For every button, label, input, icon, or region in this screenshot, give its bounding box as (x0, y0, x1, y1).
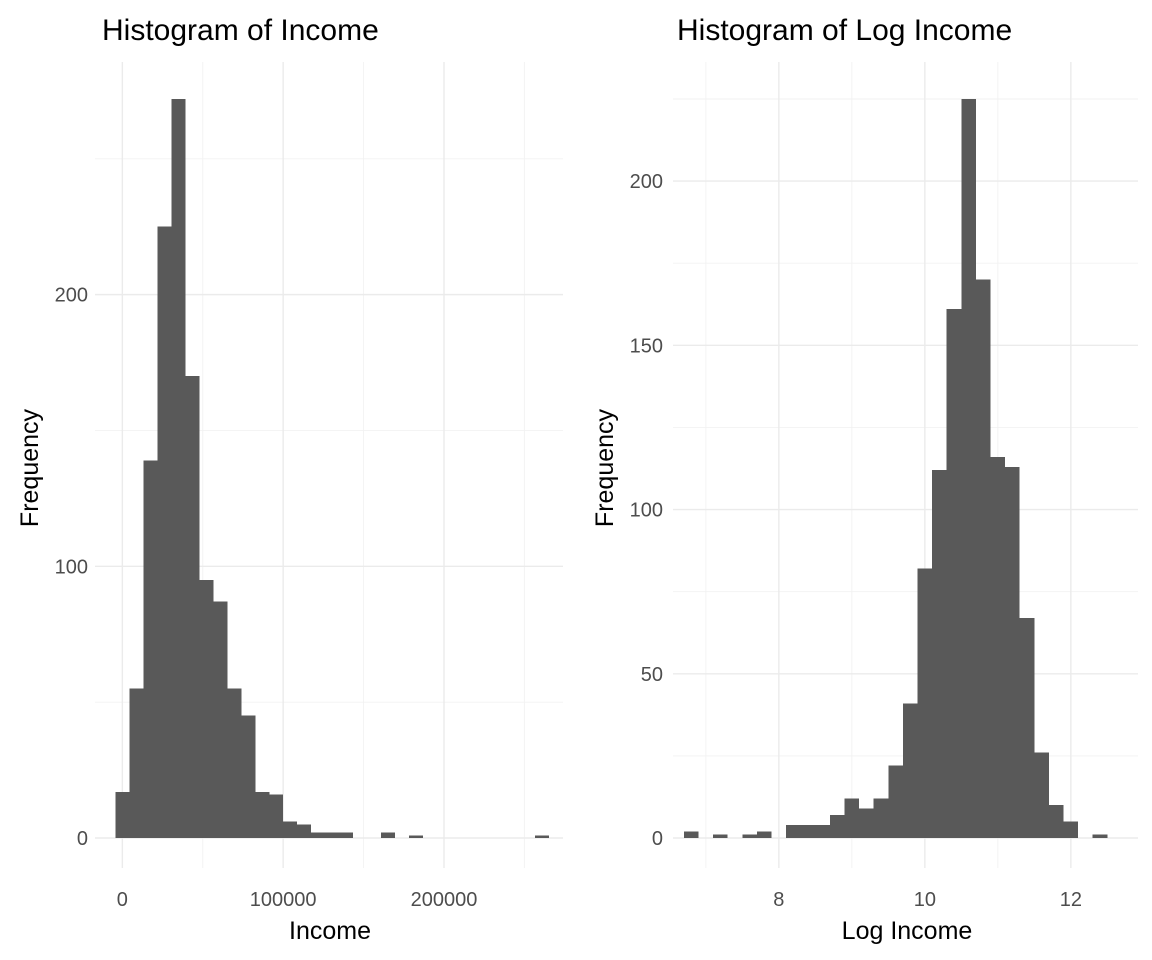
y-tick-label: 200 (55, 285, 88, 307)
histogram-bar-log-income (888, 765, 903, 838)
histogram-bar-income (325, 832, 340, 838)
x-axis-label-log-income: Log Income (842, 917, 973, 945)
histogram-bar-log-income (1034, 752, 1049, 838)
histogram-bar-log-income (961, 99, 976, 838)
histogram-bar-income (171, 99, 186, 838)
histogram-bar-income (409, 835, 424, 838)
log-income-plot-area: 0 50 100 150 200 8 10 12 (630, 62, 1138, 911)
histogram-bar-income (213, 601, 228, 838)
y-tick-label: 200 (630, 171, 663, 193)
histogram-bar-log-income (756, 831, 772, 838)
histogram-bar-log-income (1092, 834, 1108, 838)
x-tick-label: 8 (773, 889, 784, 911)
histogram-bar-log-income (1019, 617, 1035, 838)
histogram-bar-log-income (800, 824, 816, 838)
histogram-bar-income (269, 794, 284, 838)
y-tick-label: 0 (652, 828, 663, 850)
histogram-bar-income (227, 688, 242, 838)
y-axis-label-log-income: Frequency (591, 408, 619, 527)
income-histogram-panel: Histogram of Income 0 100 200 0 100000 200000… (16, 14, 563, 945)
histogram-bar-log-income (683, 831, 699, 838)
income-plot-area: 0 100 200 0 100000 200000 (55, 62, 563, 911)
histogram-bar-income (241, 715, 256, 838)
histogram-bar-income (129, 688, 144, 838)
histogram-bar-log-income (742, 834, 757, 838)
histogram-bar-log-income (917, 568, 933, 838)
histogram-bar-income (143, 460, 158, 838)
histogram-bar-income (185, 376, 200, 838)
histogram-bar-income (157, 226, 172, 839)
histogram-bar-income (339, 832, 354, 838)
histogram-bar-log-income (902, 703, 918, 838)
histogram-bar-log-income (713, 834, 728, 838)
x-tick-label: 0 (117, 889, 128, 911)
histogram-bar-log-income (975, 279, 991, 839)
histogram-bar-income (115, 791, 130, 838)
y-tick-label: 100 (630, 500, 663, 522)
histogram-bar-log-income (859, 808, 874, 838)
histogram-bar-income (255, 791, 270, 838)
x-axis-label-income: Income (289, 917, 371, 945)
x-tick-label: 100000 (250, 889, 317, 911)
histogram-bar-log-income (1063, 821, 1079, 838)
histogram-bar-income (199, 579, 214, 838)
histogram-bar-log-income (829, 815, 845, 838)
histogram-bar-log-income (815, 824, 830, 838)
histogram-bar-income (283, 821, 298, 838)
histogram-bar-log-income (844, 798, 860, 838)
log-income-histogram-panel: Histogram of Log Income 0 50 100 150 200 8 10 1… (591, 14, 1138, 945)
chart-title-log-income: Histogram of Log Income (677, 14, 1012, 47)
y-tick-label: 100 (55, 556, 88, 578)
histogram-bar-log-income (873, 798, 889, 838)
x-tick-label: 200000 (411, 889, 478, 911)
histogram-bar-log-income (990, 457, 1006, 838)
chart-title-income: Histogram of Income (102, 14, 379, 47)
histogram-bar-log-income (1048, 805, 1064, 838)
y-axis-label-income: Frequency (16, 408, 44, 527)
histogram-bar-income (381, 832, 396, 838)
histogram-bar-log-income (946, 309, 962, 838)
histogram-bar-log-income (786, 824, 801, 838)
x-tick-label: 10 (914, 889, 936, 911)
histogram-bar-income (297, 824, 312, 838)
histogram-bar-income (535, 835, 550, 838)
histogram-bar-log-income (932, 470, 947, 838)
histogram-bar-log-income (1005, 466, 1020, 838)
histogram-bar-income (311, 832, 326, 838)
y-tick-label: 150 (630, 335, 663, 357)
x-tick-label: 12 (1060, 889, 1082, 911)
y-tick-label: 0 (77, 828, 88, 850)
y-tick-label: 50 (641, 664, 663, 686)
